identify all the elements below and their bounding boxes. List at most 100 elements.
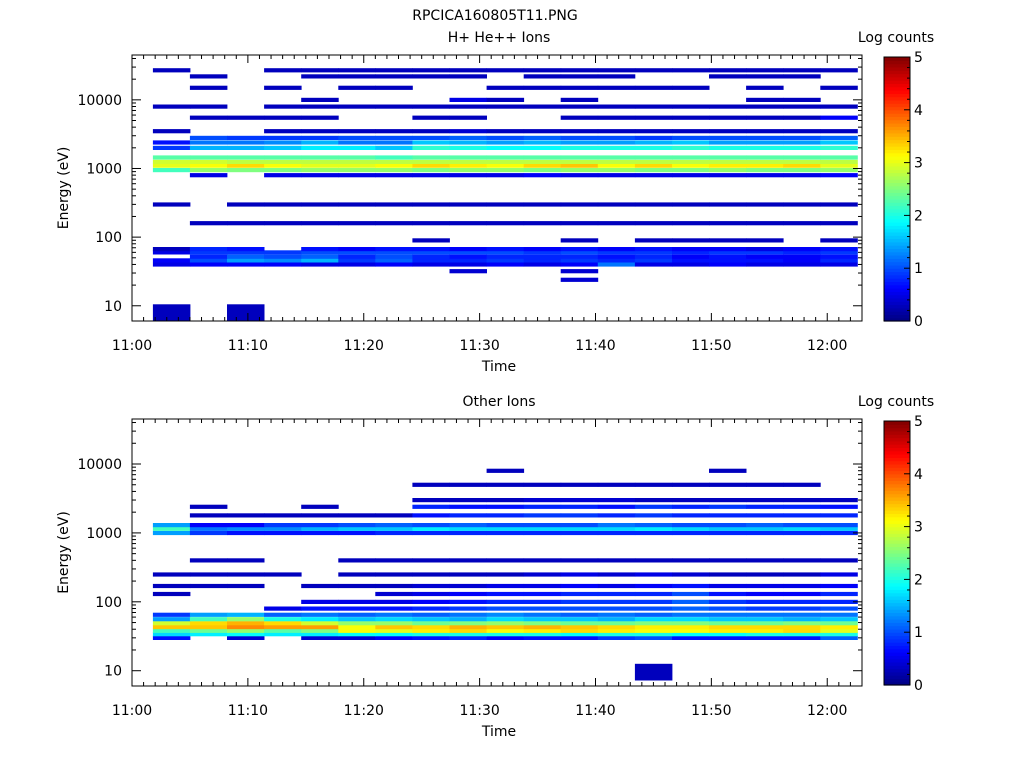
heatmap-cell: [486, 482, 525, 487]
heatmap-cell: [264, 140, 302, 145]
colorbar-step: [884, 569, 910, 574]
heatmap-cell: [560, 617, 599, 622]
heatmap-cell: [634, 621, 673, 626]
heatmap-cell: [746, 221, 784, 226]
heatmap-cell: [523, 173, 562, 178]
heatmap-cell: [634, 115, 673, 120]
heatmap-cell: [672, 140, 710, 145]
colorbar-step: [884, 500, 910, 505]
colorbar-step: [884, 281, 910, 286]
heatmap-cell: [264, 173, 302, 178]
heatmap-cell: [634, 632, 673, 637]
heatmap-cell: [560, 68, 599, 73]
heatmap-cell: [523, 262, 562, 267]
heatmap-cell: [820, 523, 858, 528]
heatmap-cell: [152, 591, 191, 597]
colorbar-step: [884, 513, 910, 518]
heatmap-cell: [152, 129, 191, 134]
heatmap-cell: [227, 572, 265, 577]
heatmap-cell: [412, 599, 450, 604]
heatmap-cell: [560, 238, 599, 243]
heatmap-cell: [523, 135, 562, 140]
colorbar-step: [884, 66, 910, 71]
heatmap-cell: [709, 498, 747, 503]
heatmap-cell: [523, 583, 562, 589]
heatmap-cell: [301, 68, 339, 73]
heatmap-cell: [412, 482, 450, 487]
heatmap-cell: [709, 140, 747, 145]
heatmap-cell: [449, 572, 487, 577]
heatmap-cell: [412, 129, 450, 134]
heatmap-cell: [301, 606, 339, 611]
heatmap-cell: [412, 625, 450, 630]
heatmap-cell: [783, 628, 821, 633]
heatmap-cell: [412, 145, 450, 150]
heatmap-cell: [560, 572, 599, 577]
colorbar-step: [884, 179, 910, 183]
colorbar-step: [884, 576, 910, 580]
heatmap-cell: [672, 523, 710, 528]
heatmap-cell: [820, 530, 858, 536]
colorbar-step: [884, 182, 910, 187]
heatmap-cell: [597, 635, 636, 640]
y-axis-label: Energy (eV): [56, 147, 72, 230]
heatmap-cell: [264, 612, 302, 617]
heatmap-cell: [672, 513, 710, 518]
heatmap-cell: [560, 632, 599, 637]
colorbar-step: [884, 317, 910, 322]
heatmap-cell: [672, 155, 710, 160]
heatmap-cell: [634, 591, 673, 597]
colorbar-step: [884, 424, 910, 429]
heatmap-cell: [189, 159, 228, 164]
heatmap-cell: [672, 599, 710, 604]
heatmap-cell: [523, 129, 562, 134]
heatmap-cell: [227, 635, 265, 640]
colorbar-step: [884, 175, 910, 180]
heatmap-cell: [449, 97, 487, 102]
heatmap-cell: [301, 254, 339, 259]
heatmap-cell: [634, 254, 673, 259]
heatmap-cell: [375, 513, 413, 518]
heatmap-cell: [412, 168, 450, 173]
heatmap-cell: [597, 85, 636, 90]
heatmap-cell: [597, 247, 636, 252]
heatmap-cell: [597, 621, 636, 626]
heatmap-cell: [523, 504, 562, 509]
heatmap-cell: [820, 583, 858, 589]
heatmap-cell: [486, 140, 525, 145]
colorbar-step: [884, 665, 910, 670]
plot-frame: [131, 418, 863, 687]
heatmap-cell: [709, 254, 747, 259]
heatmap-cell: [486, 617, 525, 622]
heatmap-cell: [597, 163, 636, 168]
heatmap-cell: [375, 526, 413, 531]
heatmap-cell: [709, 468, 747, 473]
heatmap-cell: [338, 168, 376, 173]
heatmap-cell: [264, 262, 302, 267]
heatmap-cell: [227, 262, 265, 267]
heatmap-cell: [560, 104, 599, 109]
heatmap-cell: [709, 173, 747, 178]
heatmap-cell: [709, 617, 747, 622]
heatmap-cell: [783, 606, 821, 611]
colorbar-step: [884, 93, 910, 98]
heatmap-cell: [449, 262, 487, 267]
heatmap-cell: [486, 558, 525, 563]
colorbar-label: Log counts: [858, 30, 934, 46]
heatmap-cell: [523, 254, 562, 259]
heatmap-cell: [301, 202, 339, 207]
heatmap-cell: [152, 530, 191, 536]
colorbar-step: [884, 205, 910, 210]
heatmap-cell: [597, 140, 636, 145]
heatmap-cell: [783, 221, 821, 226]
heatmap-cell: [746, 526, 784, 531]
colorbar-step: [884, 642, 910, 646]
heatmap-cell: [597, 482, 636, 487]
heatmap-cell: [449, 617, 487, 622]
heatmap-cell: [634, 558, 673, 563]
heatmap-cell: [820, 526, 858, 531]
heatmap-cell: [634, 135, 673, 140]
heatmap-cell: [709, 530, 747, 536]
heatmap-cell: [634, 173, 673, 178]
